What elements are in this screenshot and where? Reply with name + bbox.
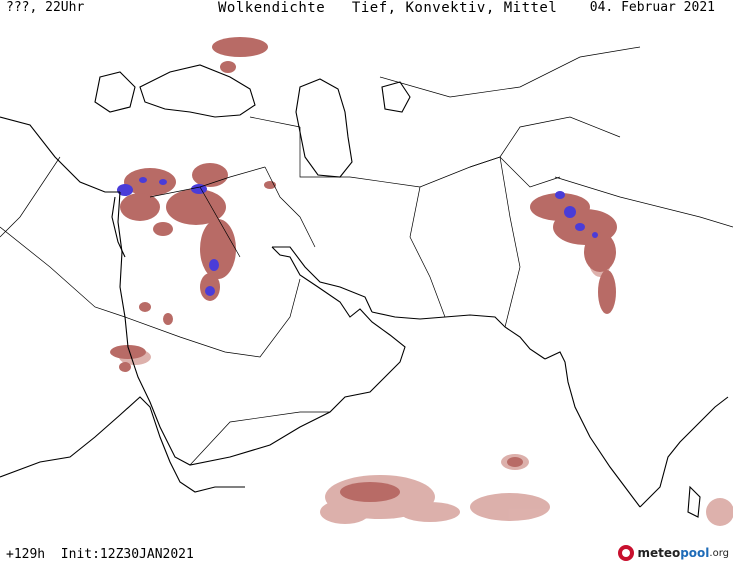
forecast-time-label: ???, 22Uhr: [6, 0, 85, 15]
forecast-date: 04. Februar 2021: [589, 0, 715, 15]
cloud-layer-dense: [110, 37, 617, 502]
country-borders: [0, 46, 733, 466]
globe-icon: [618, 545, 635, 561]
meteopool-logo[interactable]: meteo pool .org: [618, 542, 729, 564]
map-title: Wolkendichte Tief, Konvektiv, Mittel: [218, 0, 558, 16]
coastlines: [0, 64, 729, 518]
convective-cells: [117, 177, 598, 296]
run-info: +129h Init:12Z30JAN2021: [6, 547, 194, 562]
map-background: [0, 17, 733, 526]
cloud-density-map: [0, 17, 733, 526]
